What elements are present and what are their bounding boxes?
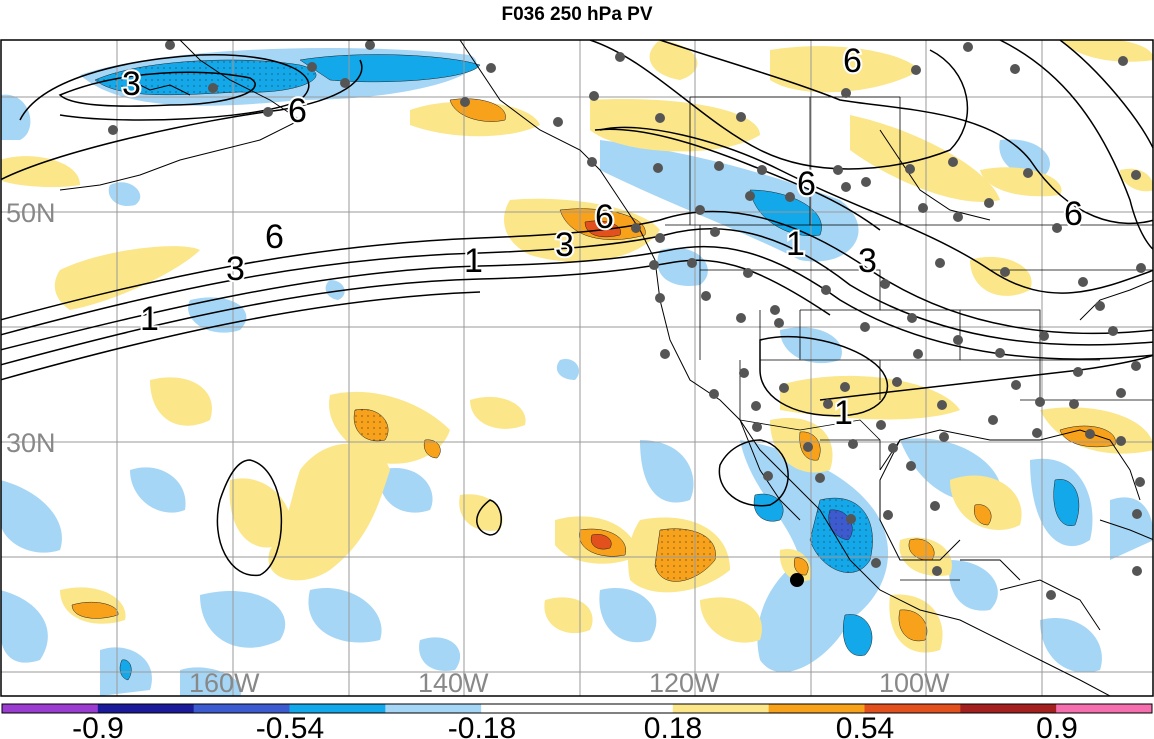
- contour-label: 1: [464, 242, 483, 280]
- lon-label: 120W: [649, 668, 720, 698]
- colorbar-tick-label: -0.9: [72, 712, 124, 739]
- colorbar-cell: [1056, 704, 1153, 713]
- contour-label: 1: [834, 394, 853, 432]
- lon-label: 140W: [418, 668, 489, 698]
- stipple-overlay: [95, 60, 873, 582]
- colorbar-tick-label: -0.18: [448, 712, 516, 739]
- colorbar-cell: [193, 704, 290, 713]
- contour-label: 1: [140, 300, 159, 338]
- colorbar-cell: [672, 704, 770, 713]
- colorbar-cell: [481, 704, 578, 713]
- lat-label: 50N: [6, 198, 56, 228]
- colorbar-cell: [577, 704, 674, 713]
- contour-label: 3: [555, 226, 574, 264]
- colorbar-tick-label: -0.54: [256, 712, 324, 739]
- chart-title: F036 250 hPa PV: [501, 4, 653, 25]
- colorbar-cell: [2, 704, 99, 713]
- colorbar-cell: [864, 704, 961, 713]
- colorbar-tick-label: 0.9: [1036, 712, 1078, 739]
- coastlines: [59, 40, 1153, 696]
- colorbar-cell: [289, 704, 386, 713]
- contour-label: 6: [843, 42, 862, 80]
- colorbar-tick-label: 0.18: [644, 712, 702, 739]
- station-dots: [108, 40, 1146, 600]
- colorbar-frame: [1, 703, 1153, 714]
- colorbar-cell: [768, 704, 865, 713]
- contour-label: 3: [858, 242, 877, 280]
- contour-label: 6: [288, 92, 307, 130]
- colorbar-cell: [960, 704, 1057, 713]
- contour-labels: 1 3 6 1 3 6 3 6 6 6 1 3 6 1: [120, 40, 1085, 434]
- lat-label: 30N: [6, 428, 56, 458]
- lon-label: 160W: [189, 668, 260, 698]
- contour-label: 6: [797, 165, 816, 203]
- colorbar-tick-label: 0.54: [836, 712, 894, 739]
- political-borders: [665, 96, 1153, 581]
- contour-label: 1: [786, 225, 805, 263]
- pv-map: 1 3 6 1 3 6 3 6 6 6 1 3 6 1 50N 30N 160W…: [0, 39, 1154, 698]
- storm-marker: [790, 573, 804, 587]
- colorbar-cell: [97, 704, 195, 713]
- positive-anomaly-light: [1, 40, 1153, 653]
- contour-label: 3: [122, 65, 141, 103]
- contour-label: 6: [595, 198, 614, 236]
- lon-label: 100W: [879, 668, 950, 698]
- contour-label: 3: [226, 250, 245, 288]
- map-frame: [0, 39, 1154, 697]
- colorbar-cell: [385, 704, 482, 713]
- contour-label: 6: [265, 218, 284, 256]
- graticule: [1, 40, 1153, 696]
- contour-label: 6: [1064, 195, 1083, 233]
